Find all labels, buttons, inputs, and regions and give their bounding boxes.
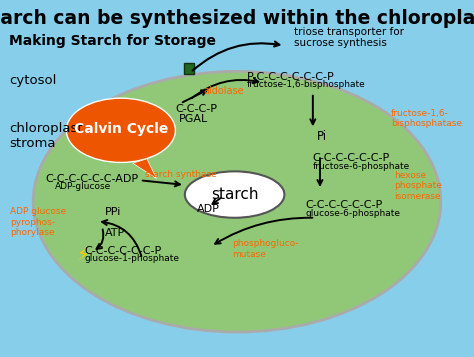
Text: aldolase: aldolase [204,86,245,96]
FancyArrowPatch shape [102,220,141,256]
Ellipse shape [66,98,175,162]
Text: glucose-1-phosphate: glucose-1-phosphate [84,254,179,263]
Text: fructose-1,6-
bisphosphatase: fructose-1,6- bisphosphatase [391,109,462,128]
FancyBboxPatch shape [184,63,194,74]
Text: Starch can be synthesized within the chloroplast: Starch can be synthesized within the chl… [0,9,474,28]
Text: ADP: ADP [197,204,219,214]
Text: glucose-6-phosphate: glucose-6-phosphate [306,209,401,218]
Polygon shape [133,159,156,178]
FancyArrowPatch shape [192,78,258,98]
Text: C-C-C-P: C-C-C-P [175,104,218,114]
Text: C-C-C-C-C-C-ADP: C-C-C-C-C-C-ADP [45,174,138,183]
Text: fructose-1,6-bisphosphate: fructose-1,6-bisphosphate [246,80,365,90]
Text: ADP-glucose: ADP-glucose [55,182,111,191]
Text: triose transporter for
sucrose synthesis: triose transporter for sucrose synthesis [294,27,404,48]
Ellipse shape [33,71,441,332]
FancyArrowPatch shape [215,218,312,244]
Text: phosphogluco-
mutase: phosphogluco- mutase [232,240,299,259]
Text: C-C-C-C-C-C-P: C-C-C-C-C-C-P [84,246,162,256]
FancyArrowPatch shape [182,90,207,102]
Text: Calvin Cycle: Calvin Cycle [73,122,168,136]
Text: ATP: ATP [105,228,126,238]
Text: ADP glucose
pyrophos-
phorylase: ADP glucose pyrophos- phorylase [10,207,66,237]
Text: starch synthase: starch synthase [145,170,216,180]
Text: ⚡: ⚡ [77,246,89,264]
Text: starch: starch [211,187,258,202]
Text: hexose
phosphate
isomerase: hexose phosphate isomerase [394,171,442,201]
FancyArrowPatch shape [192,41,279,71]
Text: chloroplast
stroma: chloroplast stroma [9,122,83,150]
Text: Pi: Pi [317,130,327,143]
FancyArrowPatch shape [318,158,322,185]
Text: P-C-C-C-C-C-C-P: P-C-C-C-C-C-C-P [246,72,334,82]
Text: cytosol: cytosol [9,74,57,87]
Text: C-C-C-C-C-C-P: C-C-C-C-C-C-P [306,200,383,210]
FancyArrowPatch shape [212,198,220,204]
Ellipse shape [185,171,284,218]
Text: fructose-6-phosphate: fructose-6-phosphate [313,161,410,171]
Text: PPi: PPi [105,207,122,217]
Text: Making Starch for Storage: Making Starch for Storage [9,34,217,48]
FancyArrowPatch shape [97,230,103,249]
FancyArrowPatch shape [310,96,315,124]
FancyArrowPatch shape [143,181,180,186]
Text: PGAL: PGAL [179,114,209,124]
Text: C-C-C-C-C-C-P: C-C-C-C-C-C-P [313,153,390,163]
